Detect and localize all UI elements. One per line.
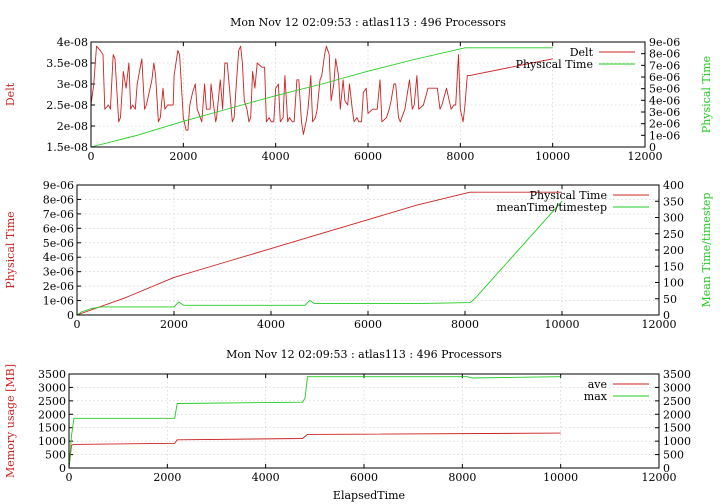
panel2-xtick-label: 10000: [545, 318, 580, 331]
panel3-ylabel: Memory usage [MB]: [4, 364, 17, 478]
panel3-xtick-label: 0: [66, 471, 73, 484]
panel1-title: Mon Nov 12 02:09:53 : atlas113 : 496 Pro…: [230, 16, 506, 29]
panel2-ytick-label: 5e-06: [43, 237, 74, 250]
panel1-ytick-label: 3.5e-08: [46, 57, 88, 70]
panel2-ytick-label: 4e-06: [43, 251, 74, 264]
panel3-title: Mon Nov 12 02:09:53 : atlas113 : 496 Pro…: [226, 348, 502, 361]
panel1-legend-label: Delt: [570, 46, 594, 59]
panel1-legend-label: Physical Time: [516, 58, 593, 71]
panel1-y2tick-label: 9e-06: [649, 36, 680, 49]
panel1-xtick-label: 12000: [628, 150, 663, 163]
panel3-ytick-label: 0: [59, 462, 66, 475]
panel2-series-physical-time-line: [76, 191, 562, 316]
panel2-xtick-label: 8000: [451, 318, 479, 331]
panel2-y2tick-label: 250: [663, 228, 684, 241]
panel2-legend-label: Physical Time: [530, 189, 607, 202]
panel2-xtick-label: 0: [74, 318, 81, 331]
panel1-series-delt-line: [90, 45, 553, 135]
panel1-y2tick-label: 3e-06: [649, 106, 680, 119]
panel3-y2tick-label: 2000: [663, 408, 691, 421]
panel3-xtick-label: 10000: [543, 471, 578, 484]
panel2-y2tick-label: 0: [663, 309, 670, 322]
panel3-ytick-label: 500: [45, 449, 66, 462]
panel2-ytick-label: 8e-06: [43, 193, 74, 206]
panel1-ytick-label: 4e-08: [57, 36, 88, 49]
panel3-y2tick-label: 0: [663, 462, 670, 475]
panel1-y2tick-label: 6e-06: [649, 71, 680, 84]
panel3-xtick-label: 4000: [252, 471, 280, 484]
panel3-series-max-line: [68, 376, 561, 469]
panel3-ytick-label: 2500: [38, 395, 66, 408]
panel2-xtick-label: 2000: [160, 318, 188, 331]
panel2-ytick-label: 0: [67, 309, 74, 322]
panel3-ytick-label: 3500: [38, 368, 66, 381]
panel2-y2tick-label: 50: [663, 293, 677, 306]
panel3-xtick-label: 2000: [153, 471, 181, 484]
panel1-y2label: Physical Time: [700, 56, 713, 133]
panel3-y2tick-label: 3500: [663, 368, 691, 381]
panel1-xtick-label: 6000: [354, 150, 382, 163]
panel2-ytick-label: 6e-06: [43, 222, 74, 235]
panel2-ytick-label: 1e-06: [43, 295, 74, 308]
panel2-y2tick-label: 200: [663, 244, 684, 257]
panel1-y2tick-label: 4e-06: [649, 94, 680, 107]
panel1-ytick-label: 2e-08: [57, 120, 88, 133]
panel2-series-meantime-timestep-line: [76, 200, 563, 316]
panel2-xtick-label: 4000: [257, 318, 285, 331]
panel2-ytick-label: 7e-06: [43, 208, 74, 221]
panel2-xtick-label: 12000: [642, 318, 677, 331]
panel1-xtick-label: 0: [88, 150, 95, 163]
panel3-plot-frame: [68, 373, 660, 469]
panel1-xtick-label: 8000: [446, 150, 474, 163]
panel2-y2label: Mean Time/timestep: [700, 193, 713, 308]
panel1-y2tick-label: 8e-06: [649, 48, 680, 61]
panel1-xtick-label: 2000: [169, 150, 197, 163]
panel3-y2tick-label: 500: [663, 449, 684, 462]
panel1-ytick-label: 1.5e-08: [46, 141, 88, 154]
panel2-xtick-label: 6000: [354, 318, 382, 331]
panel3-y2tick-label: 1500: [663, 422, 691, 435]
panel3-xtick-label: 8000: [448, 471, 476, 484]
panel1-y2tick-label: 2e-06: [649, 118, 680, 131]
panel2-ytick-label: 9e-06: [43, 179, 74, 192]
panel3-xlabel: ElapsedTime: [333, 489, 405, 502]
panel1-y2tick-label: 5e-06: [649, 83, 680, 96]
panel2-y2tick-label: 300: [663, 212, 684, 225]
panel3-ytick-label: 2000: [38, 408, 66, 421]
panel2-ylabel: Physical Time: [4, 211, 17, 288]
panel1-ylabel: Delt: [4, 82, 17, 106]
panel3-y2tick-label: 1000: [663, 435, 691, 448]
panel2-y2tick-label: 400: [663, 179, 684, 192]
panel3-y2tick-label: 2500: [663, 395, 691, 408]
panel1-y2tick-label: 0: [649, 141, 656, 154]
panel3-xtick-label: 12000: [642, 471, 677, 484]
panel3-legend-label: ave: [588, 378, 607, 391]
panel2-y2tick-label: 350: [663, 195, 684, 208]
panel1-xtick-label: 4000: [262, 150, 290, 163]
panel1-xtick-label: 10000: [535, 150, 570, 163]
panel2-ytick-label: 2e-06: [43, 280, 74, 293]
panel3-series-ave-line: [68, 432, 561, 469]
panel3-ytick-label: 1500: [38, 422, 66, 435]
panel1-ytick-label: 3e-08: [57, 78, 88, 91]
panel3-legend-label: max: [584, 390, 608, 403]
panel3-ytick-label: 3000: [38, 381, 66, 394]
panel1-plot-frame: [90, 41, 646, 148]
panel3-xtick-label: 6000: [350, 471, 378, 484]
panel1-y2tick-label: 7e-06: [649, 59, 680, 72]
panel1-ytick-label: 2.5e-08: [46, 99, 88, 112]
panel1-series-physical-time-line: [90, 47, 553, 148]
panel2-plot-frame: [76, 184, 660, 316]
panel2-y2tick-label: 150: [663, 260, 684, 273]
panel2-legend-label: meanTime/timestep: [496, 201, 607, 214]
panel1-y2tick-label: 1e-06: [649, 129, 680, 142]
panel3-y2tick-label: 3000: [663, 381, 691, 394]
panel2-ytick-label: 3e-06: [43, 266, 74, 279]
panel2-y2tick-label: 100: [663, 277, 684, 290]
panel3-ytick-label: 1000: [38, 435, 66, 448]
